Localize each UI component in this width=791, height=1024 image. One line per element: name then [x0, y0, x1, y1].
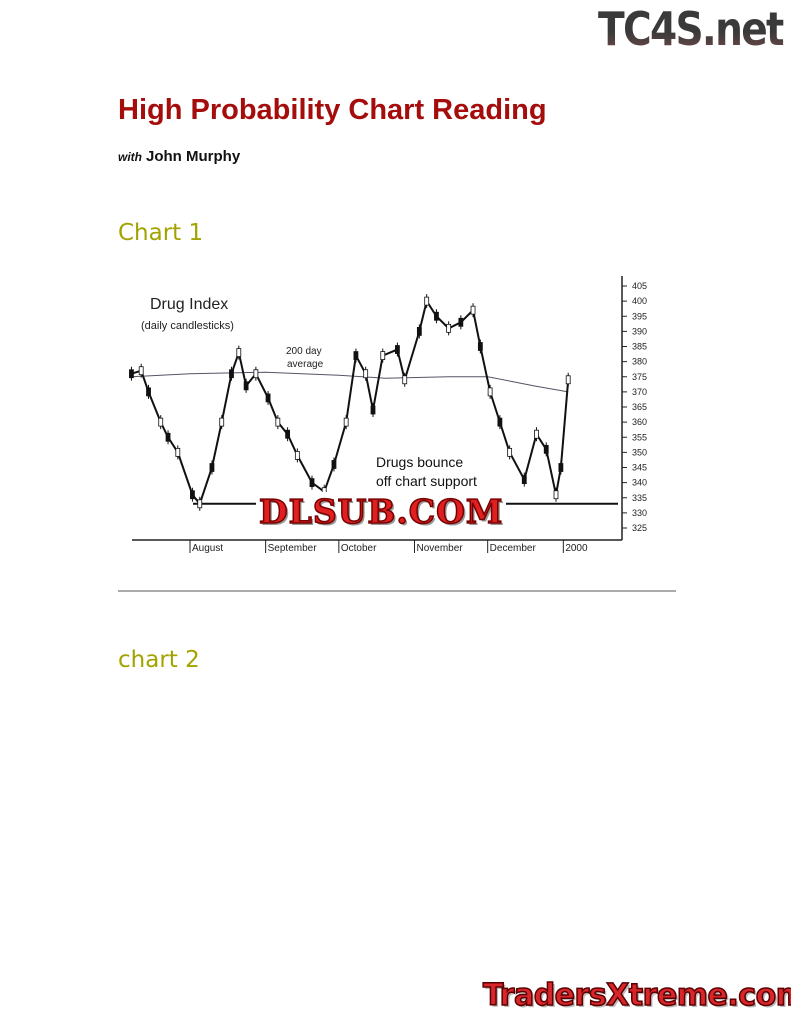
y-tick-label: 345 — [632, 463, 647, 473]
tc4s-logo: TC4S.net — [598, 2, 785, 56]
x-tick-label: December — [490, 543, 537, 554]
candlestick-body — [294, 450, 300, 460]
note-line-1: Drugs bounce — [376, 454, 463, 470]
byline: with John Murphy — [118, 148, 240, 165]
candlestick-body — [394, 345, 400, 354]
y-tick-label: 370 — [632, 387, 647, 397]
candlestick-body — [253, 369, 259, 379]
candlestick-body — [175, 447, 181, 457]
candlestick-body — [158, 417, 164, 427]
y-tick-label: 340 — [632, 478, 647, 488]
y-tick-label: 365 — [632, 402, 647, 412]
candlestick-body — [470, 305, 476, 315]
y-tick-label: 355 — [632, 432, 647, 442]
candlestick-body — [565, 375, 571, 385]
candlestick-body — [363, 369, 369, 379]
candlestick-body — [331, 460, 337, 469]
tradersxtreme-logo: TradersXtreme.com — [482, 977, 791, 1014]
x-tick-label: September — [268, 543, 318, 554]
section-heading-chart-2: chart 2 — [118, 647, 200, 673]
y-tick-label: 395 — [632, 311, 647, 321]
y-tick-label: 335 — [632, 493, 647, 503]
dlsub-watermark: DLSUB.COM — [256, 491, 507, 532]
y-tick-label: 390 — [632, 326, 647, 336]
x-tick-label: November — [416, 543, 463, 554]
ma-label-2: average — [287, 359, 324, 370]
candlestick-body — [534, 429, 539, 439]
candlestick-body — [236, 348, 242, 357]
candlestick-body — [265, 393, 271, 403]
byline-with: with — [118, 150, 142, 164]
candlestick-body — [229, 369, 234, 379]
candlestick-body — [138, 366, 144, 376]
candlestick-body — [558, 463, 564, 472]
x-tick-label: August — [192, 543, 223, 554]
price-line — [131, 298, 570, 506]
candlestick-body — [497, 417, 503, 427]
candlestick-body — [553, 490, 559, 500]
candlestick-body — [477, 342, 483, 351]
ma-label-1: 200 day — [286, 346, 322, 357]
candlestick-body — [416, 326, 422, 336]
divider — [118, 590, 676, 592]
note-line-2: off chart support — [376, 473, 477, 489]
candlestick-body — [446, 323, 452, 333]
candlestick-body — [370, 405, 376, 415]
candlestick-body — [285, 429, 291, 439]
page-title: High Probability Chart Reading — [118, 94, 547, 126]
candlestick-body — [209, 463, 215, 472]
y-tick-label: 375 — [632, 372, 647, 382]
candlestick-body — [197, 499, 203, 509]
candlestick-body — [146, 387, 151, 397]
candlestick-body — [487, 387, 493, 397]
byline-author: John Murphy — [146, 148, 241, 165]
drug-index-chart: Drug Index (daily candlesticks) 200 day … — [129, 276, 647, 554]
y-tick-label: 360 — [632, 417, 647, 427]
candlestick-body — [434, 311, 439, 321]
candlestick-body — [424, 296, 430, 306]
chart-subtitle: (daily candlesticks) — [141, 320, 234, 332]
candlestick-body — [129, 369, 134, 379]
y-tick-label: 385 — [632, 342, 647, 352]
candlestick-body — [507, 447, 513, 457]
y-tick-label: 400 — [632, 296, 647, 306]
candlestick-body — [458, 317, 464, 327]
candlestick-body — [275, 417, 281, 427]
candlestick-body — [402, 375, 408, 385]
candlestick-body — [353, 351, 359, 360]
y-tick-label: 380 — [632, 357, 647, 367]
candlestick-body — [190, 490, 195, 500]
candlestick-body — [219, 417, 225, 427]
y-tick-label: 350 — [632, 447, 647, 457]
x-tick-label: October — [341, 543, 377, 554]
candlestick-body — [521, 475, 527, 485]
candlestick-body — [380, 351, 386, 360]
candlestick-body — [543, 444, 549, 454]
candlestick-body — [243, 381, 249, 391]
chart-title: Drug Index — [150, 296, 228, 313]
y-tick-label: 330 — [632, 508, 647, 518]
candlestick-body — [165, 432, 171, 442]
x-tick-label: 2000 — [565, 543, 588, 554]
y-tick-label: 325 — [632, 523, 647, 533]
candlestick-body — [343, 417, 349, 427]
candlestick-body — [309, 478, 315, 488]
y-tick-label: 405 — [632, 281, 647, 291]
moving-average-line — [131, 371, 569, 393]
section-heading-chart-1: Chart 1 — [118, 220, 204, 246]
